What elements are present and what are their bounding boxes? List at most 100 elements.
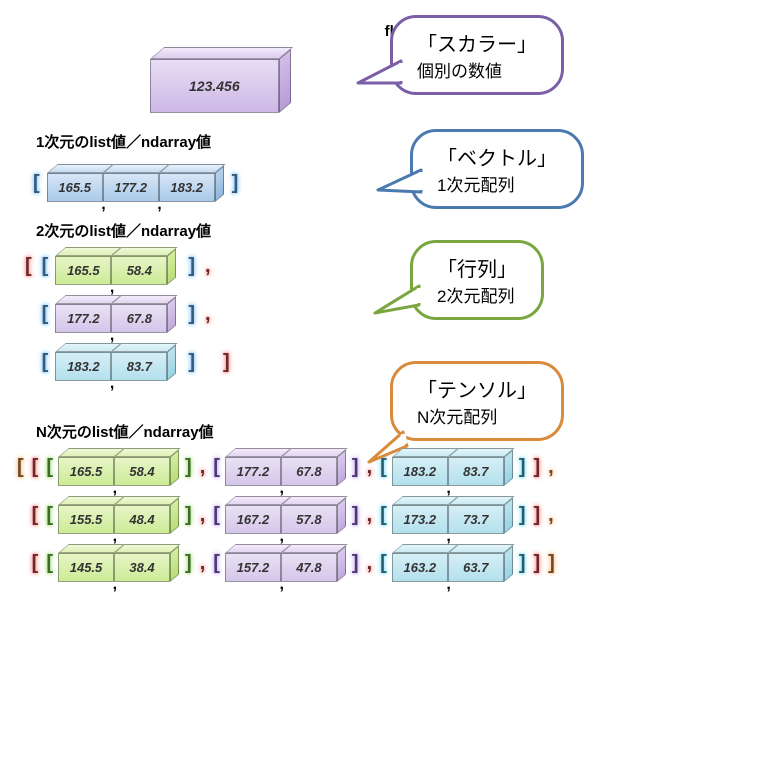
data-cell: 47.8 <box>281 553 337 582</box>
cell-value: 177.2 <box>55 304 111 333</box>
bracket-close-icon: ] <box>531 504 544 527</box>
bracket-close-icon: ] <box>516 552 529 575</box>
comma-icon: , <box>197 552 209 575</box>
data-cell: 83.7 <box>448 457 504 486</box>
cell-value: 167.2 <box>225 505 281 534</box>
data-cell: 57.8 <box>281 505 337 534</box>
bracket-open-icon: [ <box>22 255 35 278</box>
bracket-close-icon: ] <box>182 456 195 479</box>
data-cell: 155.5, <box>58 505 114 534</box>
scalar-bubble-sub: 個別の数値 <box>417 57 537 82</box>
tensor-bubble-title: 「テンソル」 <box>417 374 537 403</box>
data-cell: 83.7 <box>111 352 167 381</box>
bracket-close-icon: ] <box>545 552 558 575</box>
data-cell: 73.7 <box>448 505 504 534</box>
data-cell: 167.2, <box>225 505 281 534</box>
cell-value: 165.5 <box>58 457 114 486</box>
data-cell: 38.4 <box>114 553 170 582</box>
matrix-bubble-title: 「行列」 <box>437 253 517 282</box>
comma-icon: , <box>197 456 209 479</box>
tensor-bubble: 「テンソル」 N次元配列 <box>390 361 564 441</box>
comma-icon: , <box>197 504 209 527</box>
comma-icon: , <box>364 552 376 575</box>
data-cell: 58.4 <box>111 256 167 285</box>
bracket-close-icon: ] <box>182 504 195 527</box>
data-cell: 165.5, <box>47 173 103 202</box>
data-cell: 177.2, <box>55 304 111 333</box>
cell-value: 183.2 <box>159 173 215 202</box>
tensor-row: [[[155.5,48.4],[167.2,57.8],[173.2,73.7]… <box>14 496 751 534</box>
matrix-heading: 2次元のlist値／ndarray値 <box>10 220 751 241</box>
comma-icon: , <box>202 303 214 326</box>
vector-heading: 1次元のlist値／ndarray値 <box>10 131 751 152</box>
bracket-close-icon: ] <box>220 351 233 374</box>
bracket-open-icon: [ <box>210 504 223 527</box>
data-cell: 145.5, <box>58 553 114 582</box>
cell-value: 163.2 <box>392 553 448 582</box>
cell-value: 165.5 <box>47 173 103 202</box>
cell-value: 58.4 <box>111 256 167 285</box>
bracket-open-icon: [ <box>14 456 27 479</box>
cell-value: 183.2 <box>392 457 448 486</box>
bracket-open-icon: [ <box>377 552 390 575</box>
cell-value: 173.2 <box>392 505 448 534</box>
data-cell: 67.8 <box>111 304 167 333</box>
bracket-open-icon: [ <box>39 303 52 326</box>
tensor-row: [[[145.5,38.4],[157.2,47.8],[163.2,63.7]… <box>14 544 751 582</box>
bracket-close-icon: ] <box>349 552 362 575</box>
bracket-open-icon: [ <box>29 456 42 479</box>
data-cell: 177.2, <box>225 457 281 486</box>
bracket-open-icon: [ <box>43 504 56 527</box>
vector-section: 1次元のlist値／ndarray値 [ 165.5,177.2,183.2 ]… <box>10 131 751 202</box>
bracket-close-icon: ] <box>516 456 529 479</box>
data-cell: 183.2, <box>55 352 111 381</box>
cell-value: 48.4 <box>114 505 170 534</box>
data-cell: 163.2, <box>392 553 448 582</box>
matrix-bubble-sub: 2次元配列 <box>437 282 517 307</box>
cell-value: 183.2 <box>55 352 111 381</box>
bracket-open-icon: [ <box>29 504 42 527</box>
cell-value: 165.5 <box>55 256 111 285</box>
data-cell: 183.2, <box>392 457 448 486</box>
bracket-open-icon: [ <box>210 552 223 575</box>
bracket-open-icon: [ <box>39 351 52 374</box>
cell-value: 83.7 <box>448 457 504 486</box>
data-cell: 67.8 <box>281 457 337 486</box>
comma-icon: , <box>202 255 214 278</box>
data-cell: 165.5, <box>58 457 114 486</box>
bracket-close-icon: ] <box>531 552 544 575</box>
bracket-close-icon: ] <box>349 456 362 479</box>
cell-value: 58.4 <box>114 457 170 486</box>
bracket-open-icon: [ <box>30 172 43 195</box>
matrix-row: [[165.5,58.4], <box>22 247 751 285</box>
data-cell: 58.4 <box>114 457 170 486</box>
matrix-row: [[183.2,83.7]] <box>22 343 751 381</box>
scalar-bubble-title: 「スカラー」 <box>417 28 537 57</box>
cell-value: 67.8 <box>281 457 337 486</box>
data-cell: 157.2, <box>225 553 281 582</box>
bracket-close-icon: ] <box>229 172 242 195</box>
bracket-close-icon: ] <box>349 504 362 527</box>
bracket-open-icon: [ <box>210 456 223 479</box>
bracket-close-icon: ] <box>516 504 529 527</box>
vector-bubble: 「ベクトル」 1次元配列 <box>410 129 584 209</box>
tensor-bubble-sub: N次元配列 <box>417 403 537 428</box>
data-cell: 173.2, <box>392 505 448 534</box>
comma-icon: , <box>545 456 557 479</box>
cell-value: 177.2 <box>103 173 159 202</box>
bracket-close-icon: ] <box>182 552 195 575</box>
cell-value: 63.7 <box>448 553 504 582</box>
bracket-close-icon: ] <box>531 456 544 479</box>
cell-value: 47.8 <box>281 553 337 582</box>
cell-value: 177.2 <box>225 457 281 486</box>
data-cell: 183.2 <box>159 173 215 202</box>
cell-value: 67.8 <box>111 304 167 333</box>
scalar-heading: float値／ndarray値 <box>10 20 751 41</box>
bracket-close-icon: ] <box>185 255 198 278</box>
scalar-bubble: 「スカラー」 個別の数値 <box>390 15 564 95</box>
cell-value: 73.7 <box>448 505 504 534</box>
data-cell: 63.7 <box>448 553 504 582</box>
data-cell: 48.4 <box>114 505 170 534</box>
bracket-open-icon: [ <box>377 504 390 527</box>
cell-value: 155.5 <box>58 505 114 534</box>
